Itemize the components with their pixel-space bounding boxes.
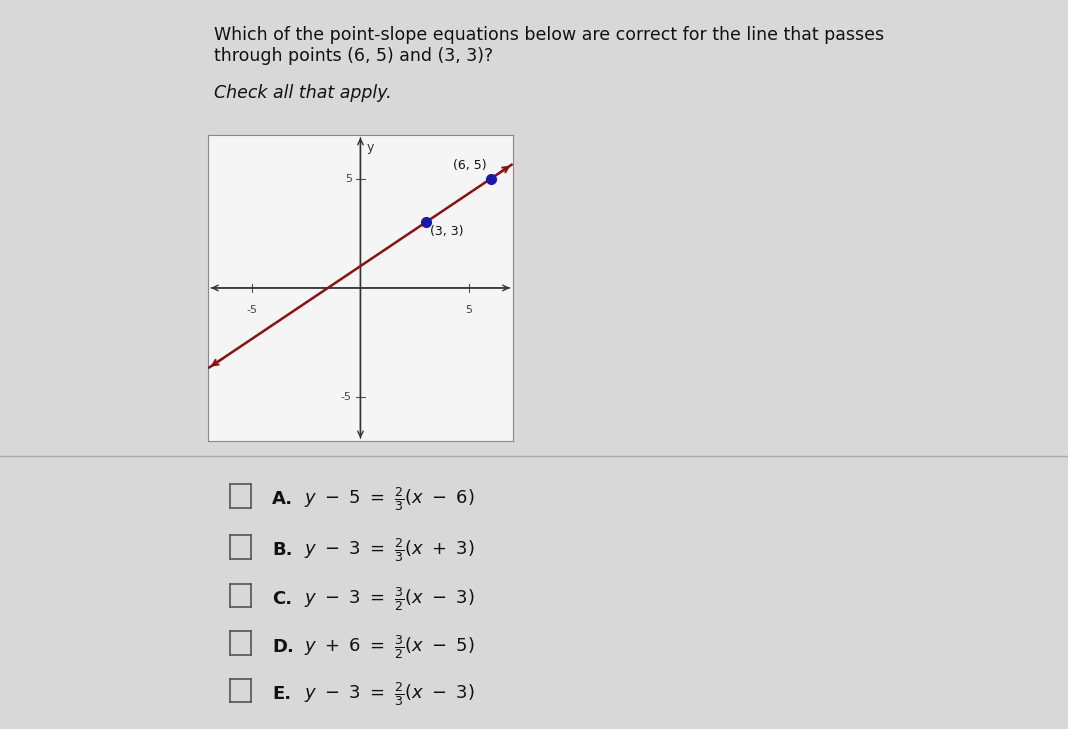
Text: (3, 3): (3, 3) [430,225,464,238]
Text: 5: 5 [466,305,473,316]
Text: Check all that apply.: Check all that apply. [214,84,391,102]
Text: A.: A. [272,491,294,508]
Text: $y\ -\ 3\ =\ \frac{3}{2}(x\ -\ 3)$: $y\ -\ 3\ =\ \frac{3}{2}(x\ -\ 3)$ [304,585,475,613]
Text: $y\ -\ 5\ =\ \frac{2}{3}(x\ -\ 6)$: $y\ -\ 5\ =\ \frac{2}{3}(x\ -\ 6)$ [304,486,475,513]
Text: B.: B. [272,542,293,559]
Text: Which of the point-slope equations below are correct for the line that passes: Which of the point-slope equations below… [214,26,883,44]
Text: $y\ -\ 3\ =\ \frac{2}{3}(x\ -\ 3)$: $y\ -\ 3\ =\ \frac{2}{3}(x\ -\ 3)$ [304,680,475,708]
Text: through points (6, 5) and (3, 3)?: through points (6, 5) and (3, 3)? [214,47,492,66]
Text: E.: E. [272,685,292,703]
Text: D.: D. [272,638,294,655]
Text: $y\ -\ 3\ =\ \frac{2}{3}(x\ +\ 3)$: $y\ -\ 3\ =\ \frac{2}{3}(x\ +\ 3)$ [304,537,475,564]
Text: y: y [367,141,375,155]
Text: $y\ +\ 6\ =\ \frac{3}{2}(x\ -\ 5)$: $y\ +\ 6\ =\ \frac{3}{2}(x\ -\ 5)$ [304,633,475,660]
Text: 5: 5 [345,174,351,184]
Text: C.: C. [272,590,293,608]
Text: (6, 5): (6, 5) [453,159,487,172]
Text: -5: -5 [341,392,351,402]
Text: -5: -5 [247,305,257,316]
